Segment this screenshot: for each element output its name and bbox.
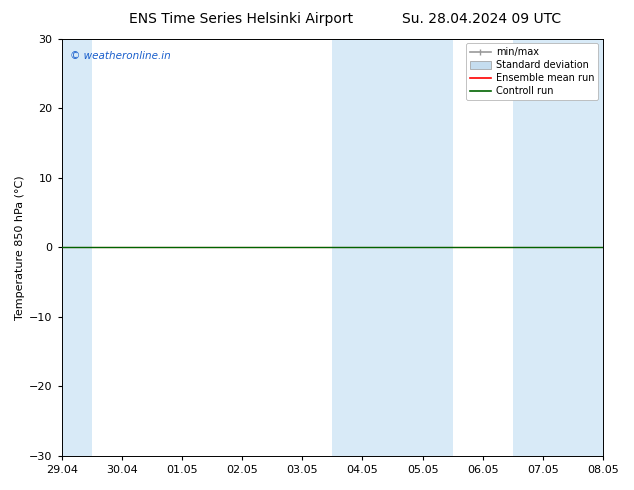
Y-axis label: Temperature 850 hPa (°C): Temperature 850 hPa (°C) [15, 175, 25, 319]
Text: ENS Time Series Helsinki Airport: ENS Time Series Helsinki Airport [129, 12, 353, 26]
Bar [513, 39, 603, 456]
Text: © weatheronline.in: © weatheronline.in [70, 51, 171, 61]
Text: Su. 28.04.2024 09 UTC: Su. 28.04.2024 09 UTC [403, 12, 561, 26]
Bar [61, 39, 92, 456]
Bar [332, 39, 453, 456]
Legend: min/max, Standard deviation, Ensemble mean run, Controll run: min/max, Standard deviation, Ensemble me… [466, 44, 598, 100]
